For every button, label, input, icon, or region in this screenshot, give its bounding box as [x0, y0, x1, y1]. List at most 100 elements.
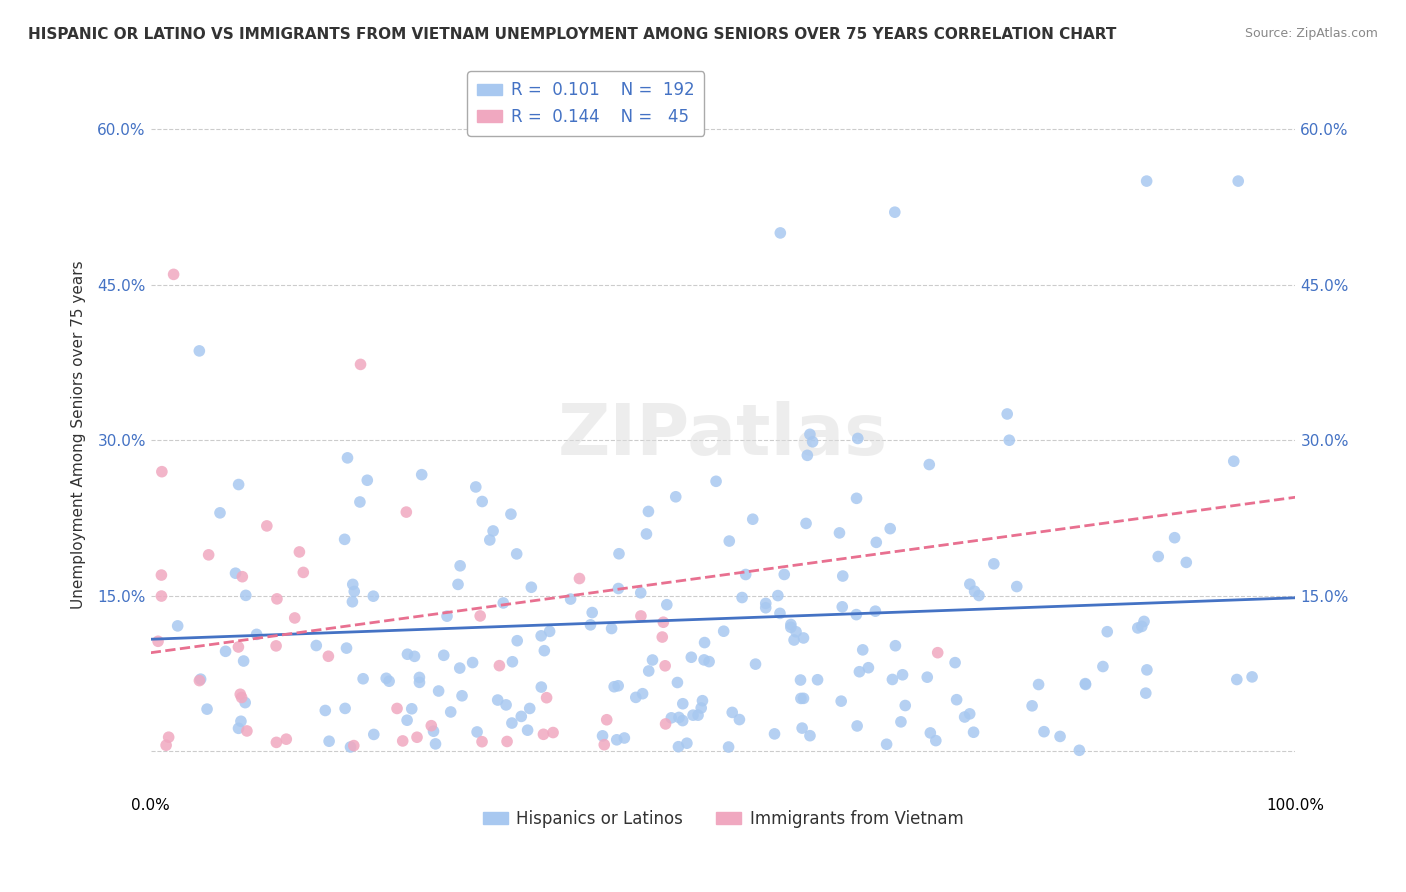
Point — [264, 639, 287, 653]
Point — [606, 732, 628, 747]
Point — [451, 689, 474, 703]
Point — [959, 706, 981, 721]
Point — [146, 634, 169, 648]
Point — [731, 591, 754, 605]
Point — [568, 572, 591, 586]
Point — [342, 577, 364, 591]
Point — [779, 620, 801, 634]
Point — [799, 729, 821, 743]
Point — [506, 633, 529, 648]
Point — [538, 624, 561, 639]
Point — [579, 618, 602, 632]
Point — [783, 632, 806, 647]
Point — [1227, 174, 1250, 188]
Point — [792, 721, 814, 735]
Point — [690, 701, 713, 715]
Point — [607, 582, 630, 596]
Point — [945, 692, 967, 706]
Point — [995, 407, 1018, 421]
Point — [600, 622, 623, 636]
Point — [1074, 676, 1097, 690]
Point — [962, 725, 984, 739]
Point — [668, 739, 690, 754]
Point — [292, 566, 315, 580]
Point — [845, 607, 868, 622]
Point — [1133, 615, 1156, 629]
Point — [790, 691, 813, 706]
Point — [630, 609, 652, 624]
Point — [225, 566, 247, 581]
Point — [560, 592, 582, 607]
Point — [256, 519, 278, 533]
Point — [342, 595, 364, 609]
Point — [422, 724, 444, 739]
Point — [363, 727, 385, 741]
Point — [1021, 698, 1043, 713]
Point — [918, 458, 941, 472]
Point — [920, 726, 942, 740]
Legend: Hispanics or Latinos, Immigrants from Vietnam: Hispanics or Latinos, Immigrants from Vi… — [477, 803, 970, 834]
Point — [318, 734, 340, 748]
Point — [876, 737, 898, 751]
Point — [686, 708, 709, 723]
Point — [830, 694, 852, 708]
Point — [333, 701, 356, 715]
Point — [796, 448, 818, 462]
Point — [530, 680, 553, 694]
Point — [162, 268, 184, 282]
Point — [953, 710, 976, 724]
Point — [188, 343, 211, 358]
Point — [228, 722, 250, 736]
Point — [668, 710, 690, 724]
Point — [408, 670, 430, 684]
Point — [520, 580, 543, 594]
Point — [536, 690, 558, 705]
Point — [672, 714, 695, 728]
Point — [385, 701, 408, 715]
Point — [195, 702, 218, 716]
Point — [637, 664, 659, 678]
Point — [336, 450, 359, 465]
Point — [411, 467, 433, 482]
Point — [769, 607, 792, 621]
Point — [693, 635, 716, 649]
Point — [624, 690, 647, 705]
Point — [449, 558, 471, 573]
Point — [401, 702, 423, 716]
Point — [865, 604, 887, 618]
Point — [631, 687, 654, 701]
Point — [1175, 556, 1198, 570]
Point — [998, 434, 1021, 448]
Point — [693, 653, 716, 667]
Point — [865, 535, 887, 549]
Point — [235, 588, 257, 602]
Point — [1074, 677, 1097, 691]
Point — [828, 525, 851, 540]
Point — [831, 599, 853, 614]
Point — [284, 611, 307, 625]
Point — [794, 516, 817, 531]
Point — [246, 627, 269, 641]
Point — [858, 661, 880, 675]
Point — [766, 589, 789, 603]
Point — [681, 650, 703, 665]
Point — [728, 713, 751, 727]
Point — [890, 714, 912, 729]
Point — [763, 727, 786, 741]
Point — [356, 473, 378, 487]
Point — [349, 495, 371, 509]
Point — [1163, 531, 1185, 545]
Point — [461, 656, 484, 670]
Point — [1135, 686, 1157, 700]
Point — [883, 205, 905, 219]
Point — [505, 547, 527, 561]
Point — [755, 596, 778, 610]
Point — [266, 735, 288, 749]
Point — [879, 522, 901, 536]
Point — [845, 491, 868, 506]
Point — [533, 643, 555, 657]
Point — [1126, 621, 1149, 635]
Point — [718, 534, 741, 549]
Point — [713, 624, 735, 639]
Point — [852, 643, 875, 657]
